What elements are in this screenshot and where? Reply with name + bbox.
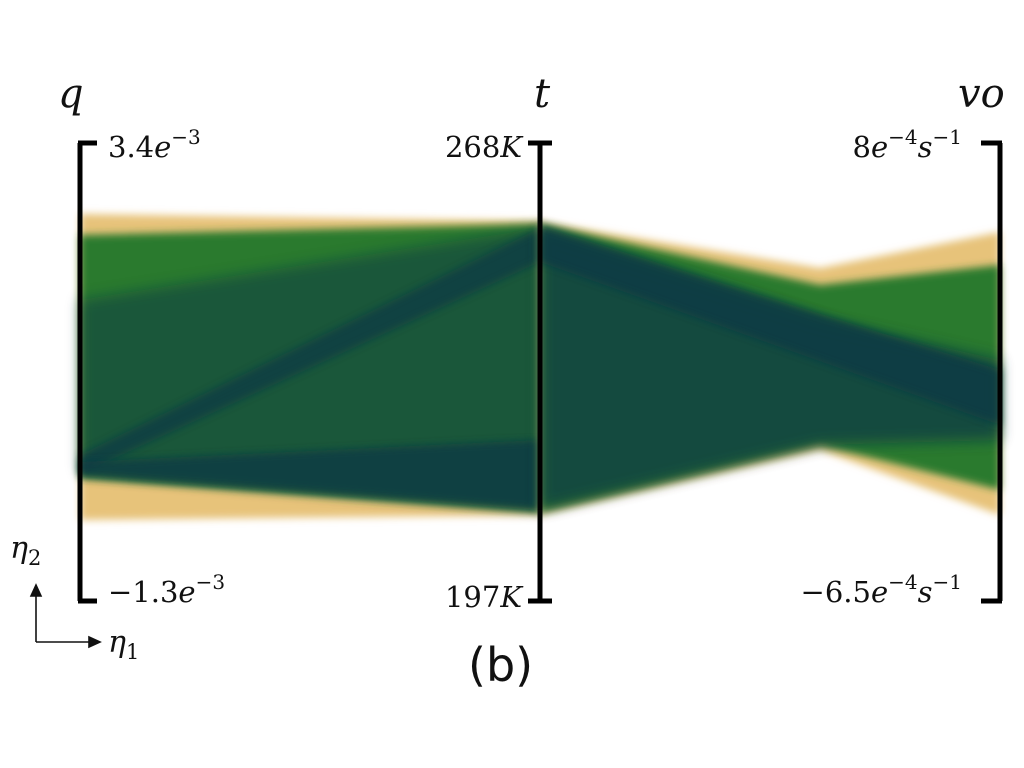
band-dense-ridge-q-t: [80, 228, 540, 474]
tick-t-min: 197K: [444, 580, 522, 614]
axis-q: [77, 140, 97, 604]
axis-name-vo: vo: [958, 71, 1005, 117]
density-band-t-vo: [540, 222, 1000, 515]
projection-arrows: [29, 583, 102, 649]
tick-vo-max: 8e−4s−1: [852, 125, 962, 164]
eta1-label: η1: [108, 625, 140, 664]
tick-vo-min: −6.5e−4s−1: [800, 570, 962, 609]
axis-vo: [981, 140, 1003, 604]
axis-name-t: t: [534, 71, 551, 117]
eta2-label: η2: [10, 531, 42, 570]
axis-name-q: q: [58, 71, 84, 117]
tick-q-min: −1.3e−3: [108, 570, 226, 609]
density-band-q-t: [80, 214, 540, 520]
axis-t: [528, 140, 552, 604]
panel-label: (b): [468, 638, 534, 692]
tick-t-max: 268K: [444, 130, 522, 164]
band-dense-ridge-t-vo: [540, 226, 1000, 425]
tick-q-max: 3.4e−3: [108, 125, 201, 164]
band-lower-ridge-q-t: [80, 440, 540, 510]
